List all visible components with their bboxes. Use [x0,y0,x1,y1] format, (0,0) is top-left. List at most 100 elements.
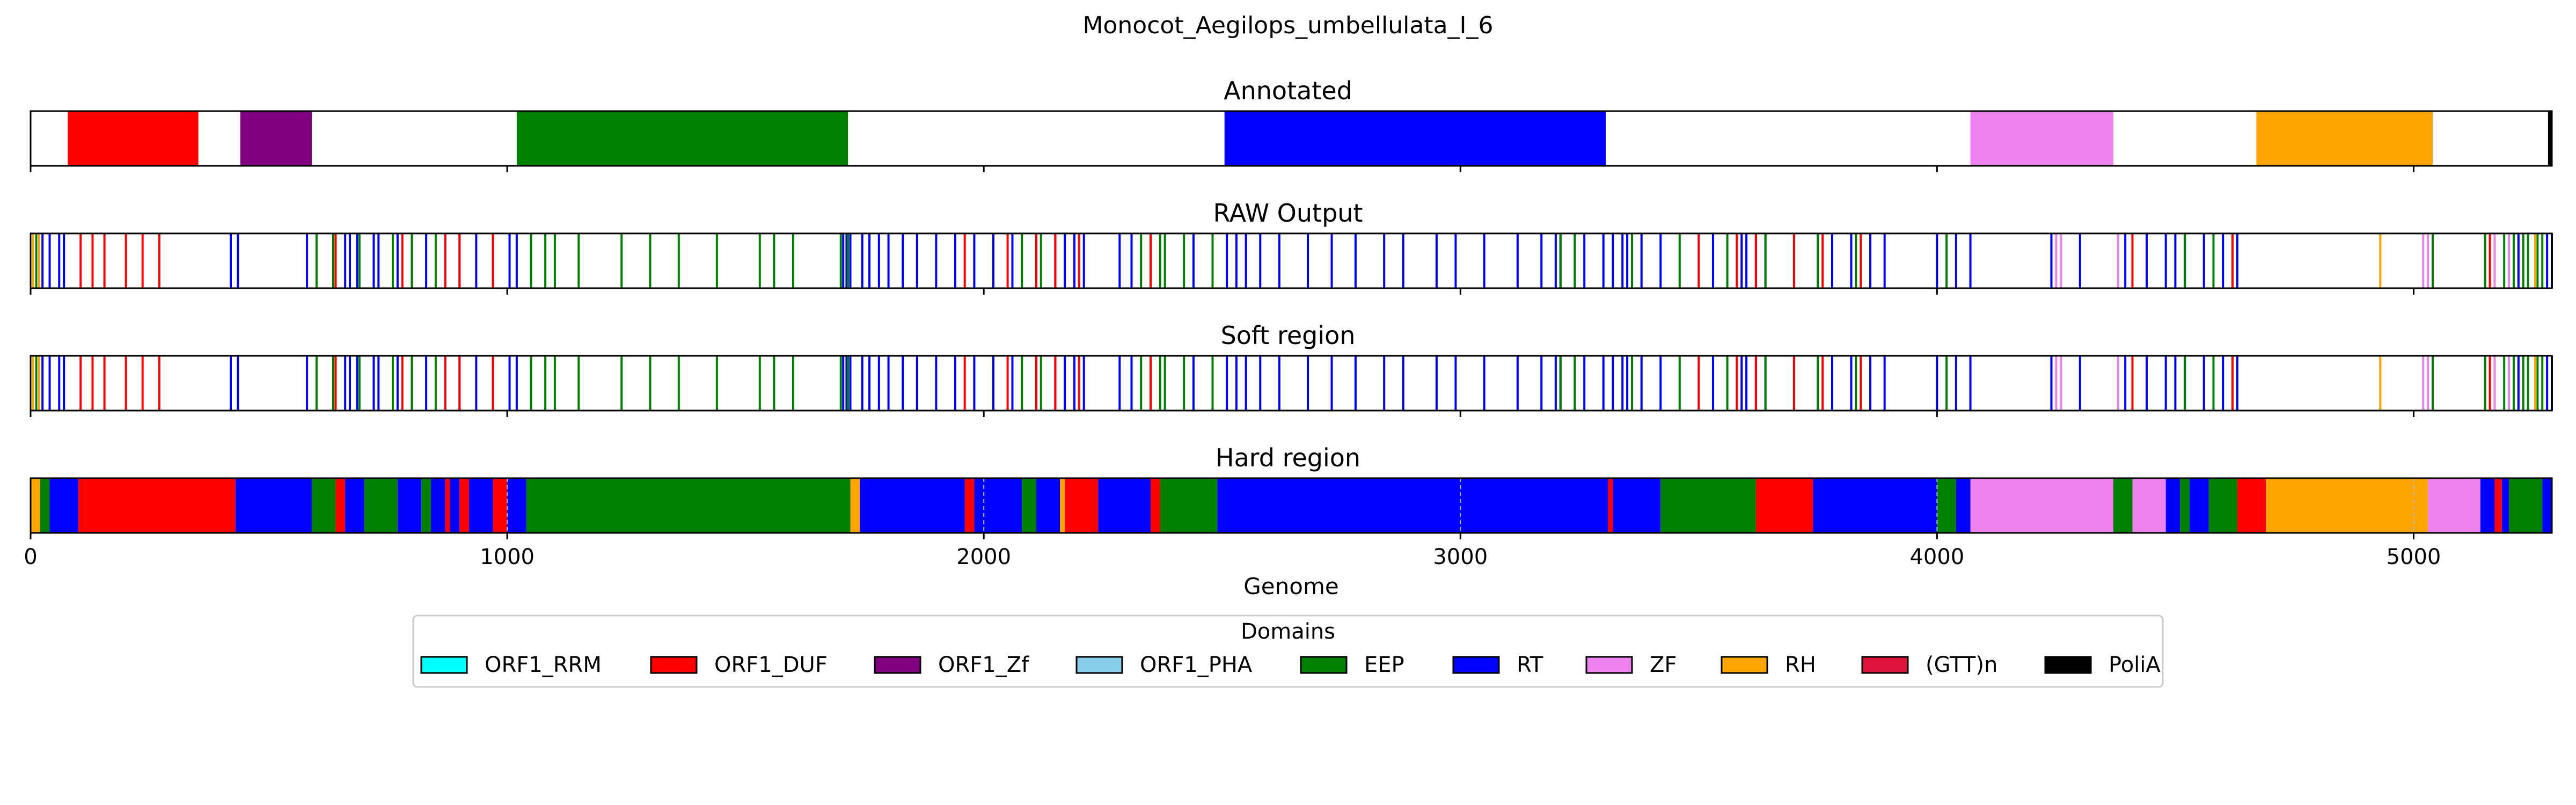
legend-swatch [874,656,921,674]
segment-zf [2428,478,2480,533]
figure-title: Monocot_Aegilops_umbellulata_I_6 [1082,12,1493,39]
track-panels: Annotated RAW Output Soft region Hard regio… [24,76,2553,599]
legend-entry-eep: EEP [1300,653,1404,677]
segment-orf1-duf [459,478,470,533]
track-soft-region: Soft region [30,321,2553,417]
legend-label: RT [1517,653,1543,677]
legend-swatch [420,656,468,674]
legend-swatch [1075,656,1123,674]
x-axis-label: Genome [1243,573,1338,599]
segment-orf1-duf [68,111,199,166]
legend-label: PoliA [2109,653,2161,677]
segment-rt [974,478,1022,533]
track-frame [30,232,2553,289]
segment-eep [1660,478,1756,533]
segment-rh [31,478,40,533]
legend-entry-rt: RT [1452,653,1543,677]
segment-eep [526,478,851,533]
legend-label: RH [1785,653,1816,677]
segment-eep [2509,478,2543,533]
segment-rt [469,478,493,533]
track-frame [30,355,2553,412]
track-frame [30,477,2553,534]
segment-rt [450,478,460,533]
segment-eep [2208,478,2237,533]
legend-label: ORF1_Zf [938,653,1029,677]
legend-entry-zf: ZF [1585,653,1677,677]
segment-zf [2132,478,2166,533]
segment-rt [1036,478,1060,533]
track-title: Soft region [1221,321,1356,350]
x-tick-label: 0 [24,545,37,569]
segment-orf1-duf [445,478,450,533]
segment-rt [860,478,965,533]
segment-rt [397,478,422,533]
segment-rt [235,478,312,533]
x-tick-label: 5000 [2387,545,2441,569]
track-annotated: Annotated [30,76,2553,172]
segment-rt [1224,111,1606,166]
segment-orf1-duf [1151,478,1160,533]
legend-swatch [1452,656,1500,674]
x-tick-label: 3000 [1433,545,1488,569]
track-background [31,356,2552,411]
segment-rt [2501,478,2509,533]
segment-rh [850,478,860,533]
segment-eep [40,478,50,533]
segment-eep [516,111,848,166]
legend-label: ORF1_DUF [714,653,828,677]
segment-rt [2542,478,2552,533]
segment-eep [311,478,336,533]
segment-rt [1217,478,1608,533]
legend-swatch [650,656,698,674]
legend-entry-orf1-zf: ORF1_Zf [874,653,1029,677]
segment-rh [2266,478,2428,533]
segment-orf1-duf [335,478,346,533]
legend-label: ORF1_PHA [1140,653,1253,677]
track-title: Hard region [1216,443,1360,472]
segment-eep [2180,478,2190,533]
x-tick-label: 4000 [1909,545,1964,569]
segment-orf1-duf [2237,478,2266,533]
segment-orf1-duf [1608,478,1613,533]
legend-label: ZF [1650,653,1677,677]
segment-rt [2190,478,2209,533]
legend-entry-rh: RH [1721,653,1816,677]
segment-eep [1160,478,1218,533]
segment-rh [2256,111,2433,166]
segment-polia [2548,111,2552,166]
segment-eep [364,478,398,533]
segment-eep [1022,478,1036,533]
segment-eep [421,478,431,533]
segment-rt [49,478,78,533]
legend-swatch [1861,656,1909,674]
legend-label: EEP [1364,653,1404,677]
segment-eep [2113,478,2133,533]
legend-entries: ORF1_RRM ORF1_DUF ORF1_Zf ORF1_PHA EEP RT ZF RH… [420,653,2161,677]
legend-entry-polia: PoliA [2044,653,2161,677]
segment-zf [1970,478,2113,533]
segment-rt [1813,478,1937,533]
legend-swatch [1721,656,1768,674]
segment-rt [1956,478,1971,533]
segment-orf1-duf [964,478,975,533]
segment-zf [1970,111,2113,166]
legend-entry-gtt-n: (GTT)n [1861,653,1997,677]
segment-rt [1098,478,1151,533]
legend-entry-orf1-pha: ORF1_PHA [1075,653,1253,677]
segment-orf1-duf [1755,478,1813,533]
x-tick-label: 1000 [480,545,535,569]
legend-swatch [1585,656,1633,674]
legend-title: Domains [1241,619,1335,644]
track-frame [30,110,2553,167]
segment-rt [345,478,364,533]
legend-label: ORF1_RRM [485,653,602,677]
legend-entry-orf1-rrm: ORF1_RRM [420,653,602,677]
segment-orf1-zf [240,111,312,166]
segment-rt [2165,478,2180,533]
legend-swatch [2044,656,2092,674]
x-tick-label: 2000 [956,545,1011,569]
segment-rt [1613,478,1661,533]
legend: Domains ORF1_RRM ORF1_DUF ORF1_Zf ORF1_PHA E… [412,614,2164,688]
